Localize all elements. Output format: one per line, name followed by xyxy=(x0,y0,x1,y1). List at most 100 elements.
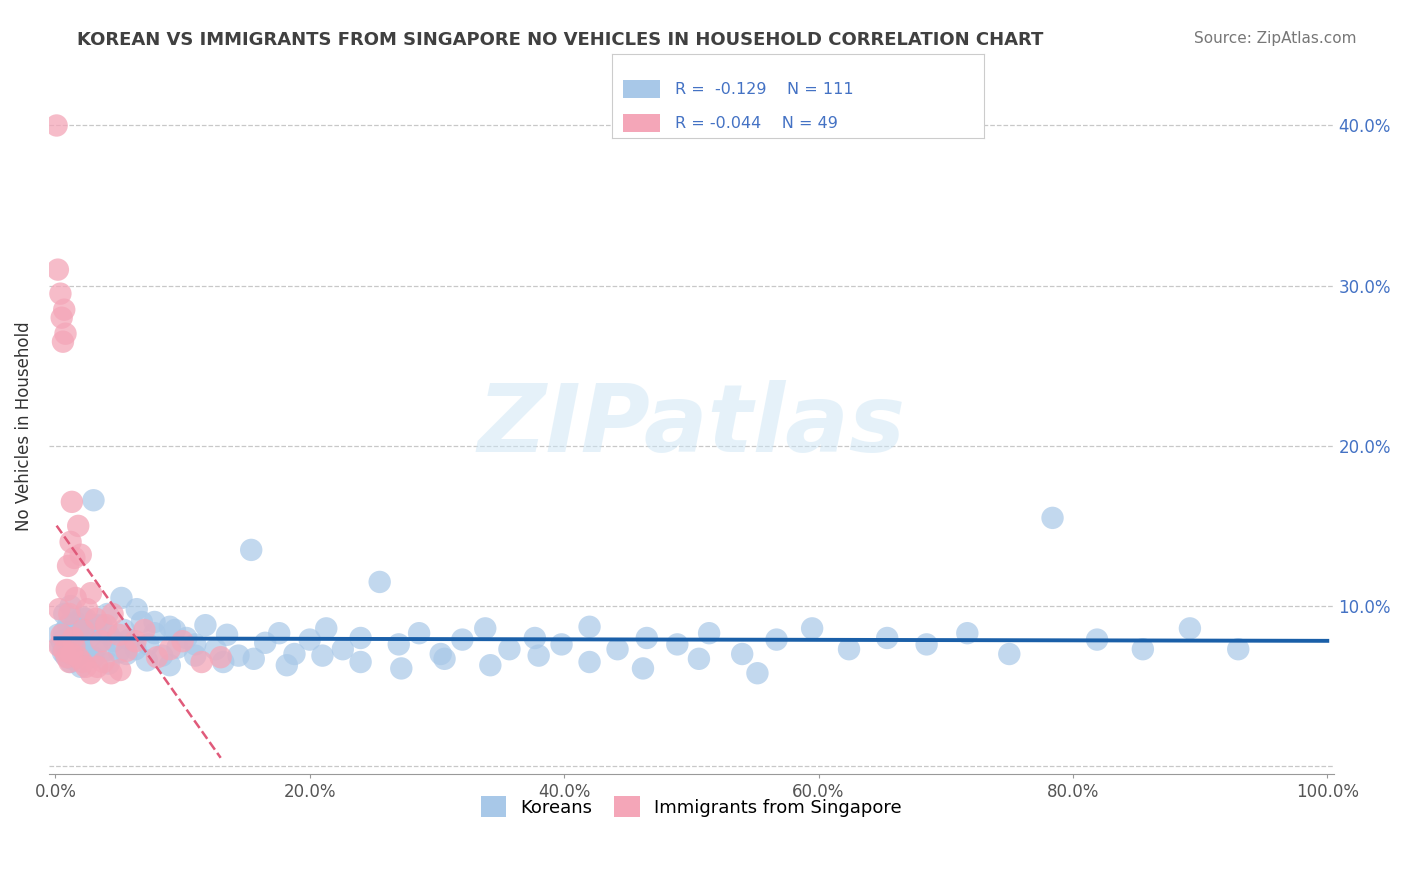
Point xyxy=(69,660,91,674)
Point xyxy=(48,602,70,616)
Point xyxy=(72,644,94,658)
Point xyxy=(190,655,212,669)
Point xyxy=(433,652,456,666)
Point xyxy=(747,666,769,681)
Point xyxy=(59,631,82,645)
Point xyxy=(159,620,181,634)
Text: ZIPatlas: ZIPatlas xyxy=(477,380,905,472)
Point xyxy=(86,660,108,674)
Point xyxy=(136,637,159,651)
Point xyxy=(59,535,82,549)
Point xyxy=(59,655,82,669)
Point xyxy=(51,310,73,325)
Point xyxy=(76,602,98,616)
Point xyxy=(697,626,720,640)
Point xyxy=(172,634,194,648)
Point xyxy=(550,637,572,651)
Point xyxy=(69,632,91,647)
Point xyxy=(49,639,72,653)
Point xyxy=(1132,642,1154,657)
Point xyxy=(134,623,156,637)
Point xyxy=(80,629,103,643)
Point xyxy=(159,642,181,657)
Point xyxy=(56,558,79,573)
Legend: Koreans, Immigrants from Singapore: Koreans, Immigrants from Singapore xyxy=(474,789,908,824)
Point xyxy=(70,610,93,624)
Point xyxy=(283,647,305,661)
Point xyxy=(75,623,97,637)
Point xyxy=(215,628,238,642)
Text: KOREAN VS IMMIGRANTS FROM SINGAPORE NO VEHICLES IN HOUSEHOLD CORRELATION CHART: KOREAN VS IMMIGRANTS FROM SINGAPORE NO V… xyxy=(77,31,1043,49)
Text: Source: ZipAtlas.com: Source: ZipAtlas.com xyxy=(1194,31,1357,46)
Point xyxy=(75,660,97,674)
Point xyxy=(194,618,217,632)
Point xyxy=(59,599,82,613)
Point xyxy=(118,632,141,647)
Point xyxy=(52,334,75,349)
Point xyxy=(108,663,131,677)
Point xyxy=(108,628,131,642)
Point xyxy=(125,602,148,616)
Point xyxy=(631,661,654,675)
Point xyxy=(84,612,107,626)
Point xyxy=(110,591,132,605)
Point xyxy=(65,591,87,605)
Point xyxy=(103,634,125,648)
Point xyxy=(97,657,120,671)
Point xyxy=(209,650,232,665)
Point xyxy=(1178,621,1201,635)
Point xyxy=(94,644,117,658)
Point xyxy=(86,639,108,653)
Point xyxy=(60,652,83,666)
Point xyxy=(80,666,103,681)
Point xyxy=(242,652,264,666)
Point xyxy=(96,607,118,621)
Point xyxy=(731,647,754,661)
Point xyxy=(184,648,207,663)
Point xyxy=(48,639,70,653)
Point xyxy=(56,618,79,632)
Point xyxy=(143,626,166,640)
Point xyxy=(67,623,90,637)
Point xyxy=(1227,642,1250,657)
Point xyxy=(176,631,198,645)
Point xyxy=(166,640,188,655)
Point xyxy=(52,645,75,659)
Point xyxy=(97,628,120,642)
Point xyxy=(240,542,263,557)
Point xyxy=(67,650,90,665)
Point xyxy=(58,655,80,669)
Point xyxy=(53,644,76,658)
Point xyxy=(90,618,112,632)
Point xyxy=(77,650,100,665)
Point xyxy=(58,607,80,621)
Point xyxy=(63,550,86,565)
Point xyxy=(65,615,87,629)
Point xyxy=(801,621,824,635)
Point xyxy=(578,620,600,634)
Point xyxy=(82,650,104,665)
Point xyxy=(349,631,371,645)
Point xyxy=(368,574,391,589)
Point xyxy=(429,647,451,661)
Point xyxy=(212,655,235,669)
Point xyxy=(53,302,76,317)
Point xyxy=(688,652,710,666)
Text: R = -0.044    N = 49: R = -0.044 N = 49 xyxy=(675,115,838,130)
Point xyxy=(82,493,104,508)
Point xyxy=(112,623,135,637)
Point xyxy=(150,648,173,663)
Point xyxy=(101,607,124,621)
Point xyxy=(45,119,67,133)
Point xyxy=(915,637,938,651)
Point xyxy=(75,612,97,626)
Y-axis label: No Vehicles in Household: No Vehicles in Household xyxy=(15,321,32,531)
Point xyxy=(269,626,291,640)
Point xyxy=(131,615,153,629)
Point xyxy=(93,655,115,669)
Point xyxy=(474,621,496,635)
Point xyxy=(46,628,69,642)
Point xyxy=(115,644,138,658)
Point xyxy=(51,634,73,648)
Point xyxy=(55,650,77,665)
